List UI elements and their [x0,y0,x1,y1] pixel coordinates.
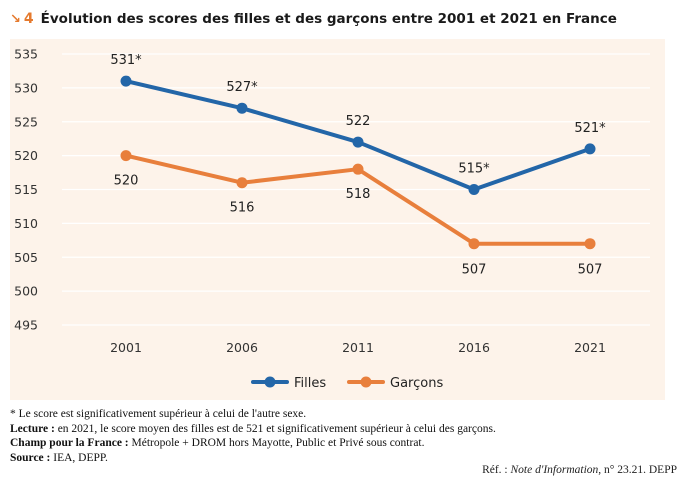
x-axis-ticks: 2001 2006 2011 2016 2021 [110,340,606,355]
data-point [236,102,248,114]
data-label: 527* [226,80,258,95]
legend-label: Filles [294,376,326,391]
x-tick-label: 2011 [342,340,374,355]
y-tick-label: 505 [14,250,38,265]
line-chart: 535 530 525 520 515 510 505 500 495 2001 2006 2011… [14,47,650,391]
x-tick-label: 2001 [110,340,142,355]
legend-label: Garçons [390,376,443,391]
data-point [236,177,248,189]
note-champ: Champ pour la France : Métropole + DROM … [10,437,425,449]
y-tick-label: 515 [14,182,38,197]
y-tick-label: 530 [14,80,38,95]
data-label: 518 [346,187,371,202]
legend: Filles Garçons [251,376,443,391]
figure-number: 4 [23,11,34,27]
y-tick-label: 510 [14,216,38,231]
y-tick-label: 535 [14,47,38,62]
data-point [352,136,364,148]
publication-title: Note d'Information [510,464,599,476]
arrow-down-right-icon: ↘ [10,11,21,27]
reference: Réf. : Note d'Information, n° 23.21. DEP… [482,464,677,476]
note-source: Source : IEA, DEPP. [10,451,108,464]
data-point [584,238,596,250]
series-lines [120,75,596,250]
data-labels: 531* 527* 522 515* 521* 520 516 518 507 507 [110,53,606,278]
y-tick-label: 525 [14,114,38,129]
x-tick-label: 2021 [574,340,606,355]
data-point [120,150,132,162]
data-point [352,163,364,175]
data-label: 520 [114,174,139,189]
note-lecture: Lecture : en 2021, le score moyen des fi… [10,422,496,435]
y-tick-label: 520 [14,148,38,163]
y-axis-ticks: 535 530 525 520 515 510 505 500 495 [14,47,38,333]
chart-panel: 535 530 525 520 515 510 505 500 495 2001 2006 2011… [10,39,665,400]
x-tick-label: 2006 [226,340,258,355]
data-point [468,184,480,195]
data-point [584,143,596,155]
data-label: 521* [574,121,606,136]
data-label: 507 [462,263,487,278]
data-label: 516 [230,201,255,216]
x-tick-label: 2016 [458,340,490,355]
chart-title: Évolution des scores des filles et des g… [40,11,617,27]
y-tick-label: 495 [14,318,38,333]
y-tick-label: 500 [14,284,38,299]
figure-title: ↘ 4 Évolution des scores des filles et d… [10,8,617,30]
chart-notes: * Le score est significativement supérie… [10,407,670,465]
data-point [468,238,480,250]
legend-marker [360,376,372,388]
note-asterisk: * Le score est significativement supérie… [10,408,307,420]
data-label: 507 [578,263,603,278]
data-label: 522 [346,114,371,129]
data-point [120,75,132,87]
data-label: 531* [110,53,142,68]
data-label: 515* [458,162,490,177]
legend-marker [264,376,276,388]
